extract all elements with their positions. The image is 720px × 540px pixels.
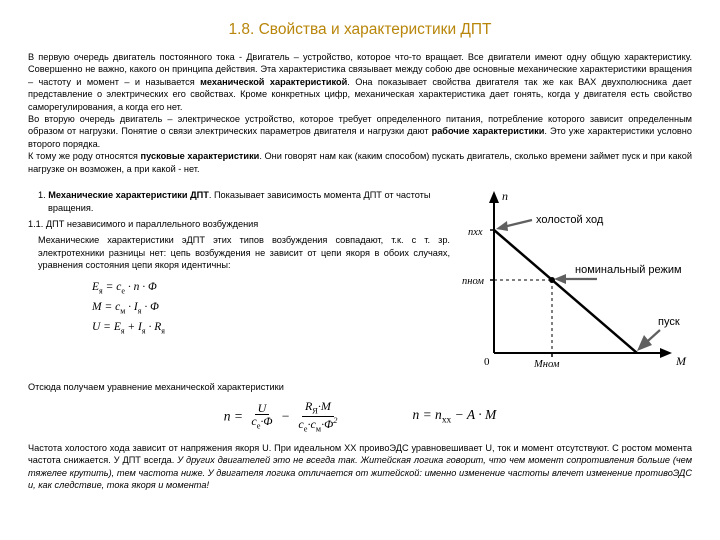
ann-nominal: номинальный режим: [575, 264, 682, 276]
label-M: M: [675, 354, 687, 368]
intro-text: К тому же роду относятся: [28, 151, 141, 161]
formula-1: Eя = ce · n · Φ: [92, 278, 450, 298]
formula-3: U = Eя + Iя · Rя: [92, 318, 450, 338]
label-nxx: nxx: [468, 227, 483, 238]
closing-text: Частота холостого хода зависит от напряж…: [28, 442, 692, 492]
label-nnom: nном: [462, 276, 484, 287]
label-zero: 0: [484, 356, 490, 368]
page-title: 1.8. Свойства и характеристики ДПТ: [28, 20, 692, 41]
after-formulas: Отсюда получаем уравнение механической х…: [28, 381, 692, 393]
formula-block: Eя = ce · n · Φ M = cм · Iя · Φ U = Eя +…: [92, 278, 450, 339]
nominal-point: [549, 277, 555, 283]
chart-box: n M nxx nном Mном 0 холостой ход номинал…: [462, 185, 692, 375]
formula-2: M = cм · Iя · Φ: [92, 298, 450, 318]
ann-start: пуск: [658, 316, 680, 328]
intro-bold-3: пусковые характеристики: [141, 151, 260, 161]
mechanical-chart: n M nxx nном Mном 0 холостой ход номинал…: [462, 185, 692, 375]
mech-text: Механические характеристики эДПТ этих ти…: [38, 234, 450, 271]
equation-row: n = Uce·Φ − RЯ·Mce·cм·Φ2 n = nxx − A · M: [28, 400, 692, 434]
section-1: 1. Механические характеристики ДПТ. Пока…: [38, 189, 450, 214]
sec-bold: Механические характеристики ДПТ: [48, 190, 209, 200]
equation-1: n = Uce·Φ − RЯ·Mce·cм·Φ2: [224, 400, 343, 434]
intro-block: В первую очередь двигатель постоянного т…: [28, 51, 692, 175]
label-n: n: [502, 189, 508, 203]
label-mnom: Mном: [533, 359, 560, 370]
intro-bold-1: механической характеристикой: [200, 77, 347, 87]
sec-num: 1.: [38, 190, 48, 200]
section-1-1: 1.1. ДПТ независимого и параллельного во…: [28, 218, 450, 230]
intro-bold-2: рабочие характеристики: [432, 126, 545, 136]
content-row: 1. Механические характеристики ДПТ. Пока…: [28, 185, 692, 375]
equation-2: n = nxx − A · M: [412, 406, 496, 427]
ann-idle: холостой ход: [536, 214, 604, 226]
left-column: 1. Механические характеристики ДПТ. Пока…: [28, 185, 450, 375]
